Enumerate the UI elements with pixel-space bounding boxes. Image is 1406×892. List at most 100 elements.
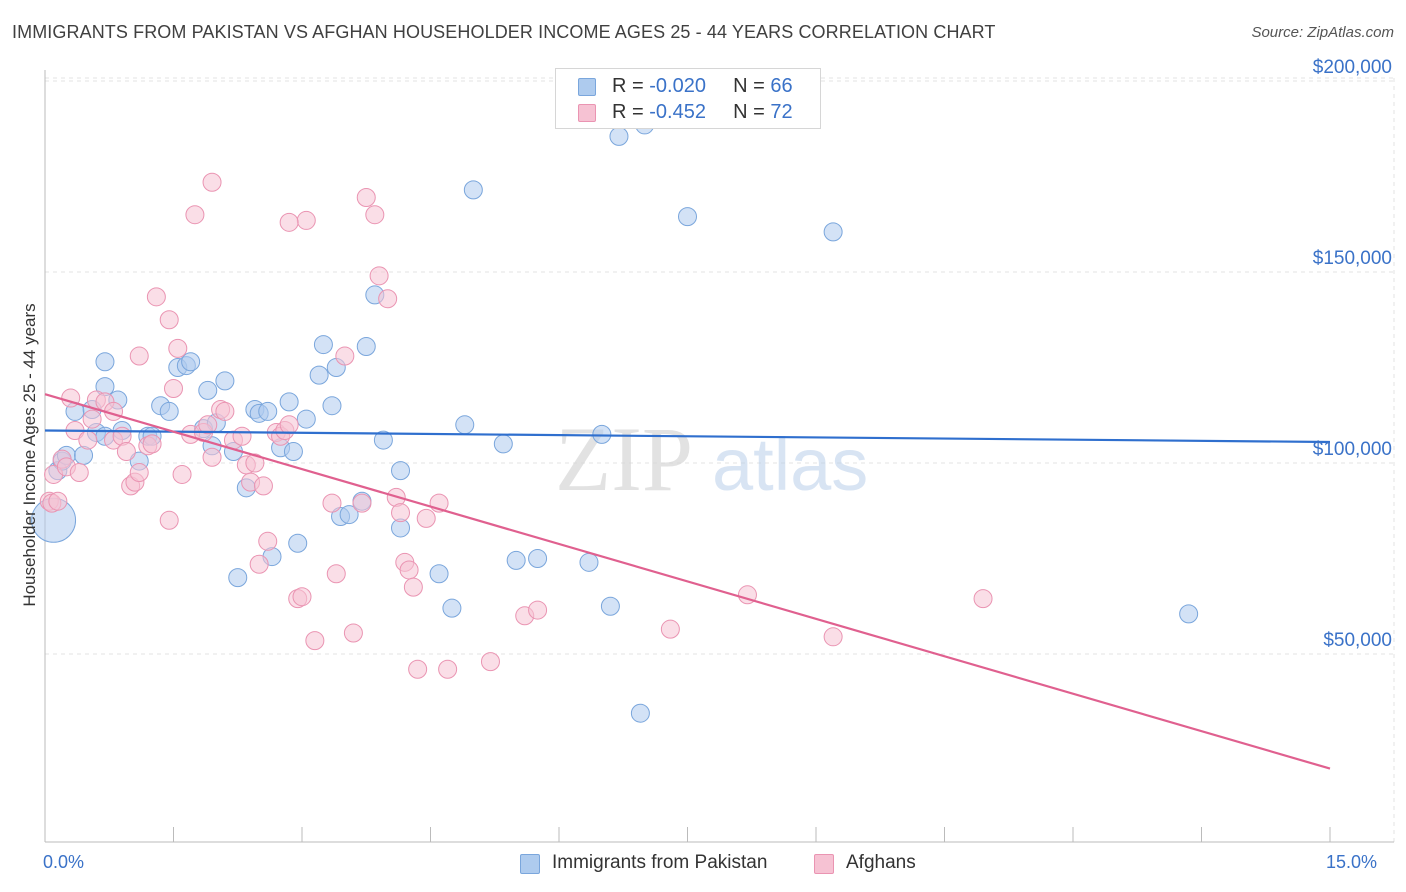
legend-n-value: 66 xyxy=(770,75,793,97)
point-afghans xyxy=(215,401,235,421)
legend-label-pakistan: Immigrants from Pakistan xyxy=(552,852,768,873)
legend-swatch-blue xyxy=(578,78,596,96)
point-afghans xyxy=(142,434,162,454)
point-pakistan xyxy=(339,505,359,525)
point-pakistan xyxy=(322,396,342,416)
point-afghans xyxy=(343,623,363,643)
watermark-atlas: atlas xyxy=(712,423,868,506)
point-afghans xyxy=(292,587,312,607)
legend-n-label: N = xyxy=(733,75,771,97)
x-tick-label-max: 15.0% xyxy=(1326,852,1378,872)
legend-n-label: N = xyxy=(733,101,771,123)
point-afghans xyxy=(159,310,179,330)
point-afghans xyxy=(253,476,273,496)
legend-swatch-pink xyxy=(578,104,596,122)
point-afghans xyxy=(249,554,269,574)
point-pakistan xyxy=(609,126,629,146)
legend-r-value: -0.452 xyxy=(649,101,706,123)
point-afghans xyxy=(305,631,325,651)
point-pakistan xyxy=(309,365,329,385)
y-tick-label: $50,000 xyxy=(1323,630,1392,651)
point-afghans xyxy=(258,531,278,551)
point-afghans xyxy=(172,464,192,484)
chart-source: Source: ZipAtlas.com xyxy=(1251,24,1394,41)
point-afghans xyxy=(403,577,423,597)
point-pakistan xyxy=(258,401,278,421)
point-pakistan xyxy=(455,415,475,435)
point-pakistan xyxy=(1179,604,1199,624)
point-pakistan xyxy=(159,401,179,421)
x-tick-label-min: 0.0% xyxy=(43,852,85,872)
trend-line-afghans xyxy=(44,393,1331,770)
point-pakistan xyxy=(823,222,843,242)
point-afghans xyxy=(202,447,222,467)
point-pakistan xyxy=(288,533,308,553)
point-afghans xyxy=(69,463,89,483)
point-pakistan xyxy=(373,430,393,450)
point-afghans xyxy=(146,287,166,307)
point-afghans xyxy=(296,210,316,230)
legend-n-value: 72 xyxy=(770,101,793,123)
legend-swatch-blue xyxy=(520,854,540,874)
point-afghans xyxy=(399,560,419,580)
point-afghans xyxy=(369,266,389,286)
legend-r-label: R = xyxy=(612,101,650,123)
point-pakistan xyxy=(198,380,218,400)
point-afghans xyxy=(438,659,458,679)
y-axis-label: Householder Income Ages 25 - 44 years xyxy=(20,303,39,607)
point-pakistan xyxy=(493,434,513,454)
point-pakistan xyxy=(215,371,235,391)
point-pakistan xyxy=(181,352,201,372)
y-tick-label: $100,000 xyxy=(1313,439,1392,460)
point-afghans xyxy=(365,205,385,225)
chart-title: IMMIGRANTS FROM PAKISTAN VS AFGHAN HOUSE… xyxy=(12,22,996,42)
trend-lines xyxy=(44,393,1331,770)
point-pakistan xyxy=(296,409,316,429)
point-afghans xyxy=(168,338,188,358)
point-afghans xyxy=(378,289,398,309)
point-pakistan xyxy=(579,552,599,572)
point-pakistan xyxy=(442,598,462,618)
point-afghans xyxy=(82,409,102,429)
point-afghans xyxy=(391,503,411,523)
point-afghans xyxy=(279,415,299,435)
point-afghans xyxy=(480,652,500,672)
point-pakistan xyxy=(429,564,449,584)
point-afghans xyxy=(335,346,355,366)
point-afghans xyxy=(164,379,183,399)
point-afghans xyxy=(326,564,346,584)
point-pakistan xyxy=(463,180,483,200)
point-afghans xyxy=(245,453,265,473)
point-afghans xyxy=(116,442,136,462)
point-afghans xyxy=(356,188,376,208)
point-afghans xyxy=(352,493,372,513)
point-afghans xyxy=(973,589,993,609)
point-pakistan xyxy=(678,207,697,227)
point-pakistan xyxy=(283,442,303,462)
legend-r-label: R = xyxy=(612,75,650,97)
point-pakistan xyxy=(391,461,411,481)
point-afghans xyxy=(185,205,205,225)
point-afghans xyxy=(279,212,299,232)
point-pakistan xyxy=(279,392,299,412)
point-pakistan xyxy=(506,550,526,570)
point-afghans xyxy=(48,491,68,511)
legend-r-value: -0.020 xyxy=(649,75,706,97)
watermark-zip: ZIP xyxy=(555,408,693,510)
point-afghans xyxy=(322,493,342,513)
point-afghans xyxy=(823,627,843,647)
axes xyxy=(44,70,1394,843)
trend-line-pakistan xyxy=(44,429,1331,444)
point-afghans xyxy=(232,426,252,446)
y-tick-label: $200,000 xyxy=(1313,57,1392,78)
point-afghans xyxy=(660,619,680,639)
point-pakistan xyxy=(600,596,620,616)
point-afghans xyxy=(198,415,218,435)
point-afghans xyxy=(202,172,222,192)
point-afghans xyxy=(416,508,436,528)
point-afghans xyxy=(78,430,98,450)
point-pakistan xyxy=(228,568,248,588)
legend-label-afghans: Afghans xyxy=(846,852,916,873)
point-afghans xyxy=(408,659,428,679)
point-pakistan xyxy=(313,335,333,355)
